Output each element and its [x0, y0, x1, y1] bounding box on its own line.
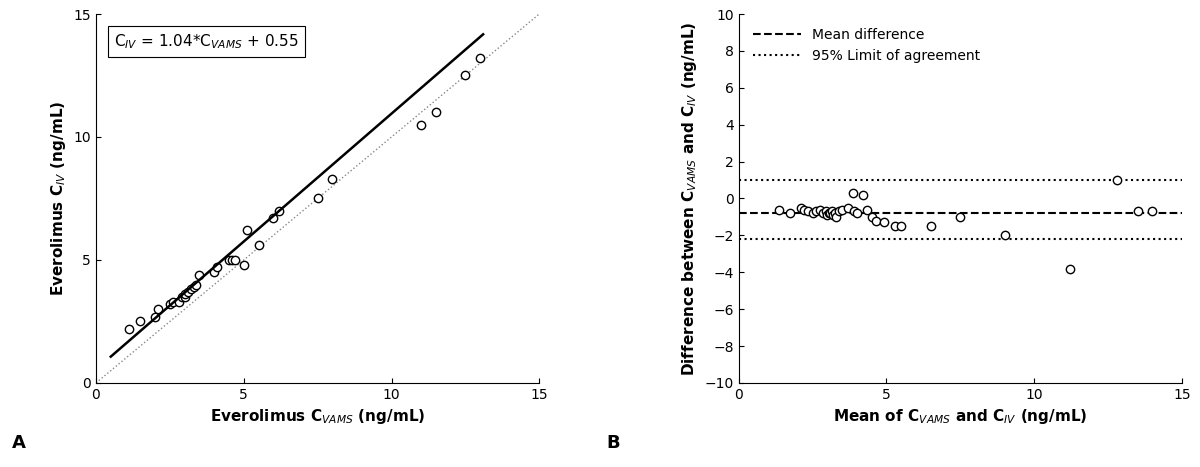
95% Limit of agreement — [732, 177, 746, 183]
95% Limit of agreement — [761, 177, 775, 183]
Point — [1142, 208, 1162, 215]
Point — [181, 286, 200, 293]
X-axis label: Everolimus C$_{VAMS}$ (ng/mL): Everolimus C$_{VAMS}$ (ng/mL) — [210, 407, 425, 426]
Point — [892, 222, 911, 230]
Legend: Mean difference, 95% Limit of agreement: Mean difference, 95% Limit of agreement — [745, 21, 988, 70]
Point — [178, 288, 197, 296]
Point — [456, 72, 475, 79]
Point — [858, 206, 877, 213]
Point — [1108, 176, 1127, 184]
Mean difference — [761, 211, 775, 216]
Point — [119, 325, 138, 333]
Point — [226, 256, 245, 264]
Point — [810, 206, 829, 213]
Point — [248, 241, 268, 249]
Point — [222, 256, 241, 264]
Point — [791, 204, 810, 212]
Point — [169, 298, 188, 305]
Point — [323, 175, 342, 183]
Point — [814, 210, 833, 217]
Point — [886, 222, 905, 230]
Mean difference — [732, 211, 746, 216]
Point — [145, 313, 164, 320]
Point — [821, 210, 840, 217]
X-axis label: Mean of C$_{VAMS}$ and C$_{IV}$ (ng/mL): Mean of C$_{VAMS}$ and C$_{IV}$ (ng/mL) — [833, 407, 1087, 426]
Point — [769, 206, 788, 213]
Point — [238, 226, 257, 234]
Point — [847, 210, 866, 217]
Point — [816, 208, 835, 215]
Point — [308, 195, 328, 202]
Point — [874, 219, 893, 226]
Point — [822, 208, 841, 215]
Point — [817, 212, 836, 219]
Point — [234, 261, 253, 269]
Point — [264, 214, 283, 222]
Y-axis label: Everolimus C$_{IV}$ (ng/mL): Everolimus C$_{IV}$ (ng/mL) — [49, 101, 68, 296]
Point — [426, 109, 445, 116]
Point — [1128, 208, 1147, 215]
Point — [806, 208, 826, 215]
Point — [149, 305, 168, 313]
Point — [922, 222, 941, 230]
Point — [1060, 265, 1079, 272]
Point — [220, 256, 239, 264]
Point — [190, 271, 209, 278]
Point — [175, 293, 194, 301]
Point — [820, 210, 839, 217]
Point — [131, 318, 150, 325]
Point — [412, 121, 431, 128]
Point — [866, 217, 886, 224]
Point — [833, 206, 852, 213]
Point — [205, 269, 224, 276]
Point — [161, 300, 180, 308]
Point — [184, 283, 203, 291]
Point — [187, 281, 206, 288]
Point — [826, 210, 845, 217]
Point — [823, 212, 842, 219]
Point — [798, 208, 817, 215]
Point — [842, 189, 862, 197]
Point — [827, 213, 846, 221]
Point — [862, 213, 881, 221]
Point — [803, 210, 822, 217]
Y-axis label: Difference between C$_{VAMS}$ and C$_{IV}$ (ng/mL): Difference between C$_{VAMS}$ and C$_{IV… — [680, 21, 700, 376]
Point — [839, 204, 858, 212]
Point — [208, 263, 227, 271]
Point — [172, 293, 191, 301]
Point — [470, 55, 490, 62]
Text: B: B — [606, 434, 619, 453]
Point — [163, 298, 182, 305]
Point — [270, 207, 289, 214]
Text: C$_{IV}$ = 1.04*C$_{VAMS}$ + 0.55: C$_{IV}$ = 1.04*C$_{VAMS}$ + 0.55 — [114, 33, 299, 51]
Point — [950, 213, 970, 221]
Point — [175, 290, 194, 298]
Text: A: A — [12, 434, 26, 453]
Point — [995, 232, 1014, 239]
Point — [794, 206, 814, 213]
Point — [829, 208, 848, 215]
Point — [845, 208, 864, 215]
Point — [853, 191, 872, 198]
Point — [781, 210, 800, 217]
